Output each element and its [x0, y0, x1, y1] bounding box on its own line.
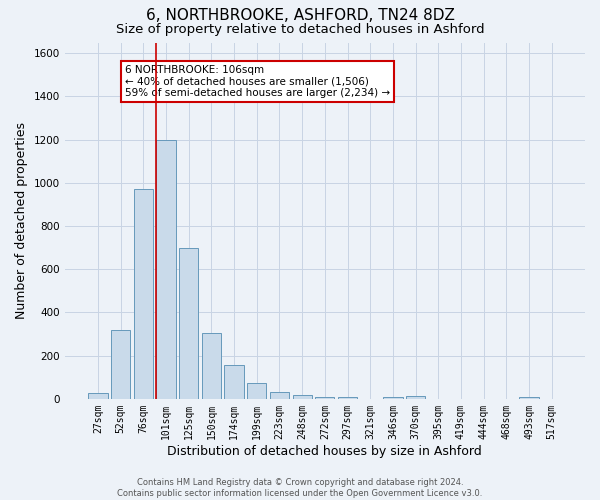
Bar: [134, 190, 153, 399]
Text: 6 NORTHBROOKE: 106sqm
← 40% of detached houses are smaller (1,506)
59% of semi-d: 6 NORTHBROOKE: 106sqm ← 40% of detached …: [125, 65, 391, 98]
Bar: [520, 396, 539, 399]
Bar: [338, 396, 357, 399]
Bar: [202, 333, 221, 399]
Text: Contains HM Land Registry data © Crown copyright and database right 2024.
Contai: Contains HM Land Registry data © Crown c…: [118, 478, 482, 498]
Bar: [383, 396, 403, 399]
Text: 6, NORTHBROOKE, ASHFORD, TN24 8DZ: 6, NORTHBROOKE, ASHFORD, TN24 8DZ: [146, 8, 454, 22]
Bar: [179, 248, 199, 399]
Bar: [111, 330, 130, 399]
Y-axis label: Number of detached properties: Number of detached properties: [15, 122, 28, 319]
Bar: [157, 140, 176, 399]
Bar: [406, 396, 425, 399]
Bar: [293, 394, 312, 399]
Bar: [247, 382, 266, 399]
Bar: [315, 396, 334, 399]
Bar: [270, 392, 289, 399]
Bar: [88, 394, 107, 399]
X-axis label: Distribution of detached houses by size in Ashford: Distribution of detached houses by size …: [167, 444, 482, 458]
Bar: [224, 366, 244, 399]
Text: Size of property relative to detached houses in Ashford: Size of property relative to detached ho…: [116, 22, 484, 36]
